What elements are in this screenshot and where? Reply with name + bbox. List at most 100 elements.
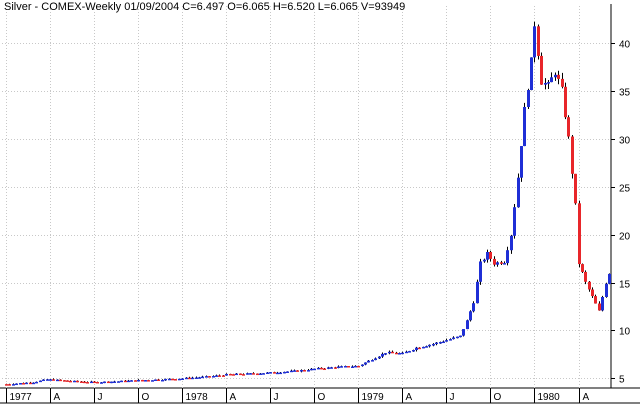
price-bar-up	[283, 371, 286, 374]
x-tick-label: A	[54, 392, 61, 403]
price-bar-down	[157, 379, 160, 381]
price-bar-down	[564, 86, 567, 118]
price-bar-up	[225, 373, 228, 376]
price-bar-up	[425, 346, 428, 348]
price-bar-down	[391, 351, 394, 354]
price-bar-up	[185, 377, 188, 380]
chart-title: Silver - COMEX-Weekly 01/09/2004 C=6.497…	[4, 1, 406, 13]
price-bar-up	[381, 353, 384, 357]
price-bar-down	[357, 365, 360, 368]
price-bar-down	[229, 373, 232, 376]
price-bar-up	[337, 366, 340, 369]
price-bar-down	[320, 367, 323, 370]
y-tick-label: 5	[619, 375, 625, 386]
x-tick-label: 1979	[362, 392, 385, 403]
price-bar-down	[63, 380, 66, 382]
price-bar-up	[479, 261, 482, 282]
price-bar-up	[435, 342, 438, 345]
price-bar-up	[19, 383, 22, 385]
price-bar-up	[313, 368, 316, 371]
price-bar-down	[557, 74, 560, 79]
y-tick-label: 30	[619, 136, 631, 147]
price-bar-up	[181, 378, 184, 380]
price-bar-up	[286, 371, 289, 373]
x-tick-label: J	[98, 392, 103, 403]
price-bar-up	[415, 347, 418, 351]
price-bar-up	[307, 370, 310, 372]
price-bar-down	[296, 370, 299, 372]
price-bar-down	[93, 381, 96, 384]
price-bar-down	[571, 136, 574, 174]
price-bar-up	[486, 251, 489, 260]
price-bar-down	[83, 381, 86, 384]
y-tick-label: 40	[619, 40, 631, 51]
price-bar-down	[134, 380, 137, 382]
price-bar-up	[496, 262, 499, 265]
price-bar-up	[269, 372, 272, 374]
price-bar-up	[39, 380, 42, 383]
price-bar-down	[22, 383, 25, 385]
price-bar-up	[510, 235, 513, 251]
price-bar-up	[117, 381, 120, 383]
price-bar-up	[130, 380, 133, 382]
price-bar-up	[452, 337, 455, 340]
price-bar-down	[222, 375, 225, 377]
price-bar-down	[500, 262, 503, 264]
price-bar-up	[144, 380, 147, 382]
y-tick-label: 15	[619, 280, 631, 291]
price-bar-up	[327, 367, 330, 369]
x-tick-label: A	[406, 392, 413, 403]
price-bar-up	[25, 382, 28, 385]
price-bar-up	[374, 358, 377, 361]
price-bar-up	[503, 263, 506, 265]
price-bar-up	[246, 373, 249, 375]
price-bar-up	[100, 382, 103, 384]
price-bar-up	[330, 367, 333, 369]
price-bar-up	[476, 281, 479, 304]
price-bar-down	[581, 264, 584, 272]
price-bar-up	[110, 381, 113, 384]
price-bar-down	[584, 271, 587, 282]
price-bar-up	[412, 350, 415, 352]
price-bar-down	[5, 384, 8, 386]
price-bar-up	[161, 379, 164, 382]
price-bar-up	[259, 373, 262, 375]
price-bar-down	[218, 375, 221, 377]
price-bar-up	[367, 360, 370, 363]
y-tick-label: 25	[619, 184, 631, 195]
price-bar-down	[147, 380, 150, 382]
price-bar-down	[188, 377, 191, 380]
price-bar-up	[205, 376, 208, 378]
price-bar-down	[141, 379, 144, 382]
price-bar-up	[310, 368, 313, 371]
price-bar-up	[371, 360, 374, 362]
price-bar-down	[174, 379, 177, 381]
price-bar-up	[469, 311, 472, 321]
price-bar-down	[493, 258, 496, 265]
price-bar-down	[256, 373, 259, 376]
price-bar-up	[527, 90, 530, 107]
price-bar-up	[191, 377, 194, 380]
price-bar-down	[273, 372, 276, 374]
price-bar-up	[56, 379, 59, 382]
price-bar-up	[164, 378, 167, 381]
price-bar-down	[107, 381, 110, 384]
price-bar-down	[208, 376, 211, 378]
price-bar-up	[384, 353, 387, 355]
price-bar-up	[266, 372, 269, 374]
x-tick-label: O	[494, 392, 502, 403]
price-bar-up	[293, 370, 296, 372]
price-bar-up	[35, 381, 38, 384]
price-bar-up	[290, 370, 293, 373]
price-bar-up	[550, 77, 553, 83]
price-bar-up	[401, 352, 404, 355]
price-bar-down	[59, 379, 62, 382]
price-bar-down	[578, 203, 581, 265]
price-bar-up	[42, 379, 45, 382]
price-bar-up	[459, 335, 462, 338]
x-tick-label: A	[583, 392, 590, 403]
price-bar-up	[432, 343, 435, 346]
x-tick-label: J	[450, 392, 455, 403]
x-tick-label: A	[230, 392, 237, 403]
